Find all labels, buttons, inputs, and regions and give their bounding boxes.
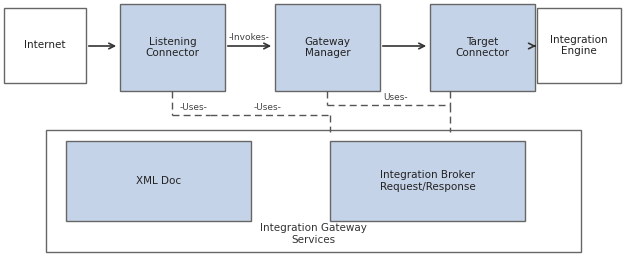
Text: -Invokes-: -Invokes- [229, 32, 270, 42]
Text: Listening
Connector: Listening Connector [145, 37, 199, 58]
Bar [66, 141, 251, 221]
Bar [330, 141, 525, 221]
Text: -Uses-: -Uses- [254, 103, 282, 113]
Text: -Uses-: -Uses- [179, 103, 207, 113]
Text: Internet: Internet [24, 41, 66, 50]
Text: Integration Broker
Request/Response: Integration Broker Request/Response [379, 170, 475, 192]
Text: Integration
Engine: Integration Engine [550, 35, 608, 56]
Bar [4, 8, 86, 83]
Bar [275, 4, 380, 91]
Bar [120, 4, 225, 91]
Bar [46, 130, 581, 252]
Text: XML Doc: XML Doc [136, 176, 181, 186]
Text: Target
Connector: Target Connector [455, 37, 510, 58]
Text: Integration Gateway
Services: Integration Gateway Services [260, 223, 366, 245]
Bar [430, 4, 535, 91]
Text: Uses-: Uses- [384, 94, 408, 102]
Bar [537, 8, 621, 83]
Text: Gateway
Manager: Gateway Manager [305, 37, 350, 58]
